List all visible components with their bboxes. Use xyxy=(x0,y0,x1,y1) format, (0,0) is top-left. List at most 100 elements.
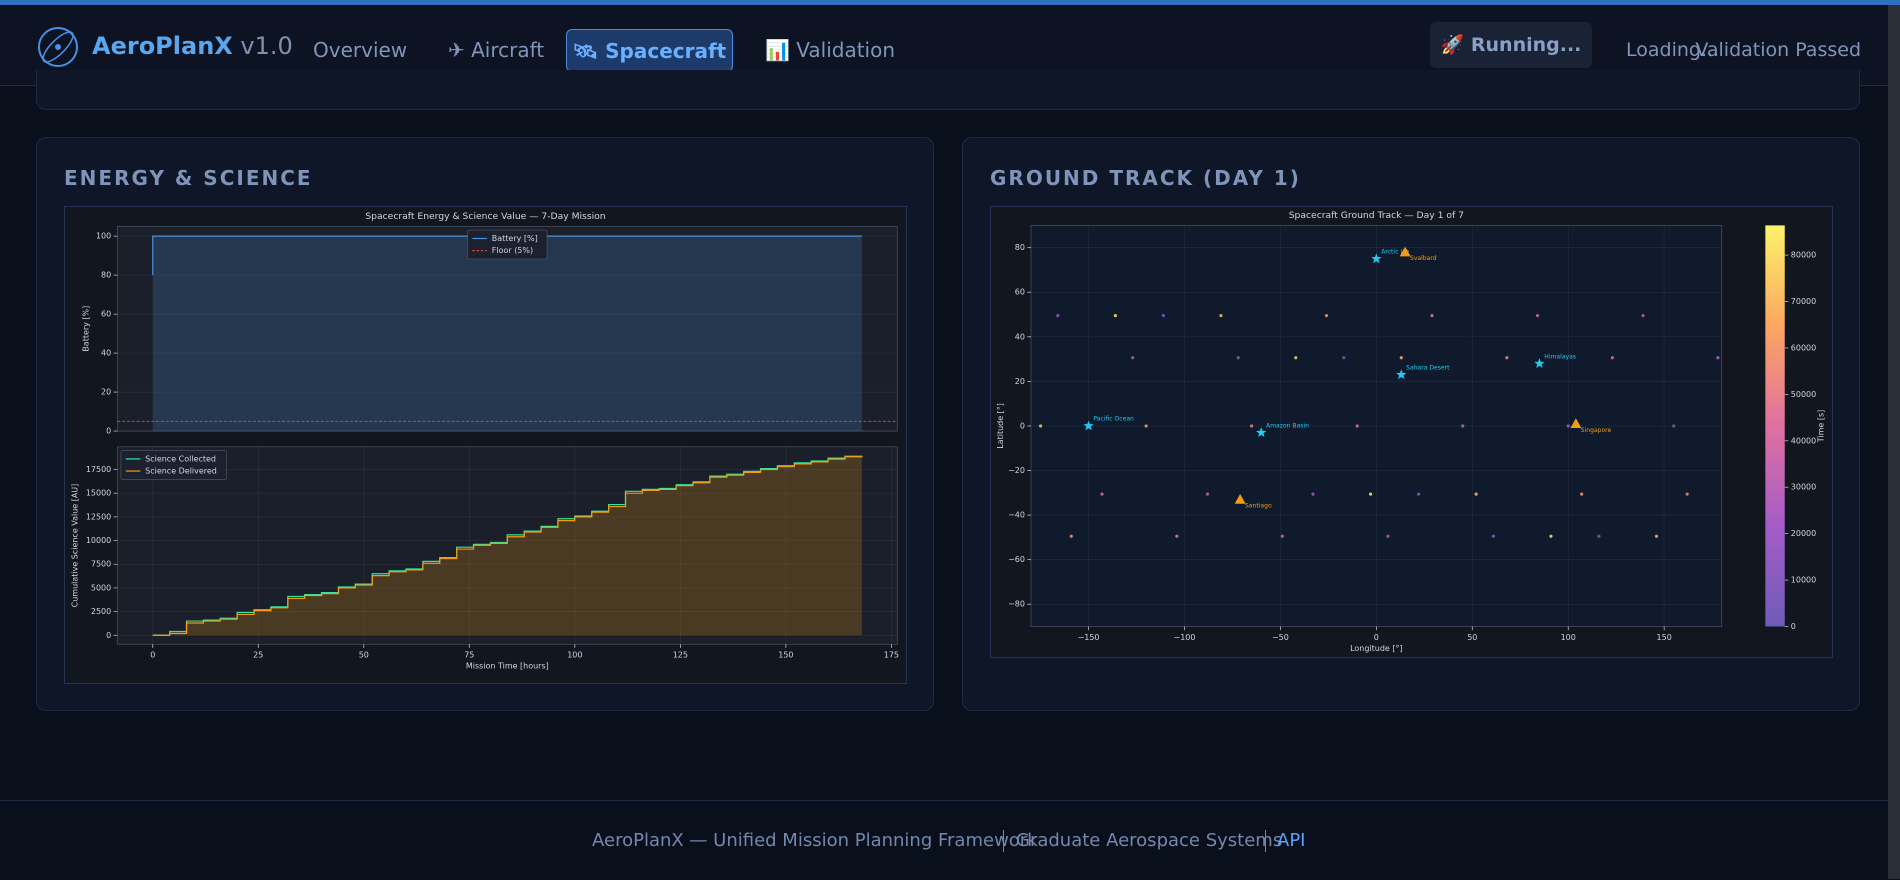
plot-area xyxy=(116,226,898,432)
logo[interactable] xyxy=(36,25,80,69)
x-tick-label: 25 xyxy=(253,651,263,660)
colorbar-tick-label: 70000 xyxy=(1791,297,1816,306)
y-tick-label: 0 xyxy=(1020,421,1025,430)
target-label: Himalayas xyxy=(1544,353,1576,360)
previous-panel xyxy=(36,70,1860,110)
nav-tab[interactable]: 🛰 Spacecraft xyxy=(566,29,733,72)
track-point xyxy=(1580,492,1584,496)
track-point xyxy=(1416,492,1421,496)
y-tick-label: 20 xyxy=(1015,377,1025,386)
colorbar-tick-label: 40000 xyxy=(1791,436,1816,445)
x-tick-label: 0 xyxy=(150,651,155,660)
track-point xyxy=(1535,314,1540,318)
x-tick-label: 75 xyxy=(464,651,474,660)
station-label: Singapore xyxy=(1581,427,1612,434)
footer-text: Graduate Aerospace Systems xyxy=(1016,830,1283,851)
validation-status: Validation Passed xyxy=(1695,39,1861,61)
y-tick-label: −80 xyxy=(1008,600,1025,609)
target-label: Pacific Ocean xyxy=(1093,416,1134,423)
station-marker xyxy=(1399,246,1411,257)
x-axis-label: Longitude [°] xyxy=(1350,644,1402,653)
track-point xyxy=(1641,314,1645,318)
target-label: Amazon Basin xyxy=(1266,422,1309,429)
x-tick-label: 175 xyxy=(884,651,899,660)
x-tick-label: 150 xyxy=(1657,633,1672,642)
colorbar-label: Time [s] xyxy=(1817,410,1826,443)
y-tick-label: 100 xyxy=(96,232,111,241)
y-tick-label: 7500 xyxy=(91,560,111,569)
track-point xyxy=(1672,424,1676,428)
footer-link[interactable]: API xyxy=(1277,830,1306,851)
track-point xyxy=(1311,492,1315,496)
footer-separator xyxy=(1003,830,1004,852)
nav-tab[interactable]: Overview xyxy=(313,38,408,62)
x-tick-label: 0 xyxy=(1374,633,1379,642)
track-point xyxy=(1430,314,1434,318)
y-tick-label: 2500 xyxy=(91,607,111,616)
x-tick-label: 50 xyxy=(359,651,369,660)
y-tick-label: −60 xyxy=(1008,555,1025,564)
x-tick-label: 100 xyxy=(1561,633,1576,642)
track-point xyxy=(1280,534,1284,538)
track-point xyxy=(1597,534,1601,538)
y-tick-label: 12500 xyxy=(86,512,111,521)
target-marker xyxy=(1396,369,1407,380)
y-tick-label: 17500 xyxy=(86,465,111,474)
y-tick-label: 40 xyxy=(1015,332,1025,341)
brand-name: AeroPlanX xyxy=(92,32,233,60)
track-point xyxy=(1131,356,1135,360)
track-point xyxy=(1461,424,1465,428)
target-marker xyxy=(1083,420,1094,431)
scrollbar[interactable] xyxy=(1888,5,1900,879)
track-point xyxy=(1324,314,1329,318)
chart-frame: −80 −60 −40 −20 0 20 40 60 80 −150 −100 −50 0 50 100 15… xyxy=(990,206,1833,658)
track-point xyxy=(1610,356,1614,360)
track-point xyxy=(1219,314,1223,318)
track-point xyxy=(1100,492,1104,496)
y-tick-label: 10000 xyxy=(86,536,111,545)
x-tick-label: −100 xyxy=(1174,633,1196,642)
nav-tab[interactable]: 📊 Validation xyxy=(765,38,896,62)
station-marker xyxy=(1570,418,1582,428)
x-axis-label: Mission Time [hours] xyxy=(466,662,549,671)
chart-title: Spacecraft Energy & Science Value — 7-Da… xyxy=(365,211,605,222)
x-tick-label: −150 xyxy=(1078,633,1100,642)
footer-text: AeroPlanX — Unified Mission Planning Fra… xyxy=(592,830,1038,851)
y-tick-label: 0 xyxy=(106,427,111,436)
track-point xyxy=(1175,534,1179,538)
track-point xyxy=(1355,424,1359,428)
brand-version: v1.0 xyxy=(240,32,293,60)
run-status[interactable]: 🚀 Running... xyxy=(1430,22,1592,68)
target-marker xyxy=(1534,358,1545,368)
target-marker xyxy=(1256,427,1267,438)
legend-box xyxy=(467,229,548,260)
y-axis-label: Cumulative Science Value [AU] xyxy=(70,484,79,608)
line xyxy=(152,235,862,276)
area xyxy=(152,455,862,636)
track-point xyxy=(1491,534,1495,538)
panel-title: ENERGY & SCIENCE xyxy=(64,166,313,190)
footer-separator xyxy=(1265,830,1266,852)
plot-area xyxy=(116,446,898,645)
footer xyxy=(0,800,1888,880)
line xyxy=(152,455,863,636)
target-marker xyxy=(1371,253,1382,264)
track-point xyxy=(1566,424,1570,428)
track-point xyxy=(1113,314,1117,318)
track-point xyxy=(1474,492,1478,496)
track-point xyxy=(1056,314,1060,318)
colorbar-tick-label: 60000 xyxy=(1791,343,1816,352)
legend-label: Battery [%] xyxy=(492,234,538,243)
track-point xyxy=(1144,424,1148,428)
station-label: Svalbard xyxy=(1410,255,1437,262)
brand[interactable]: AeroPlanX v1.0 xyxy=(92,32,293,60)
colorbar-tick-label: 20000 xyxy=(1791,529,1816,538)
track-point xyxy=(1161,314,1165,318)
nav-tab[interactable]: ✈ Aircraft xyxy=(448,38,545,62)
area xyxy=(152,236,862,432)
chart-frame: 0 20 40 60 80 100 Spacecraft Energy & Science … xyxy=(64,206,907,684)
track-point xyxy=(1039,424,1043,428)
x-tick-label: 50 xyxy=(1467,633,1477,642)
colorbar-tick-label: 30000 xyxy=(1791,483,1816,492)
